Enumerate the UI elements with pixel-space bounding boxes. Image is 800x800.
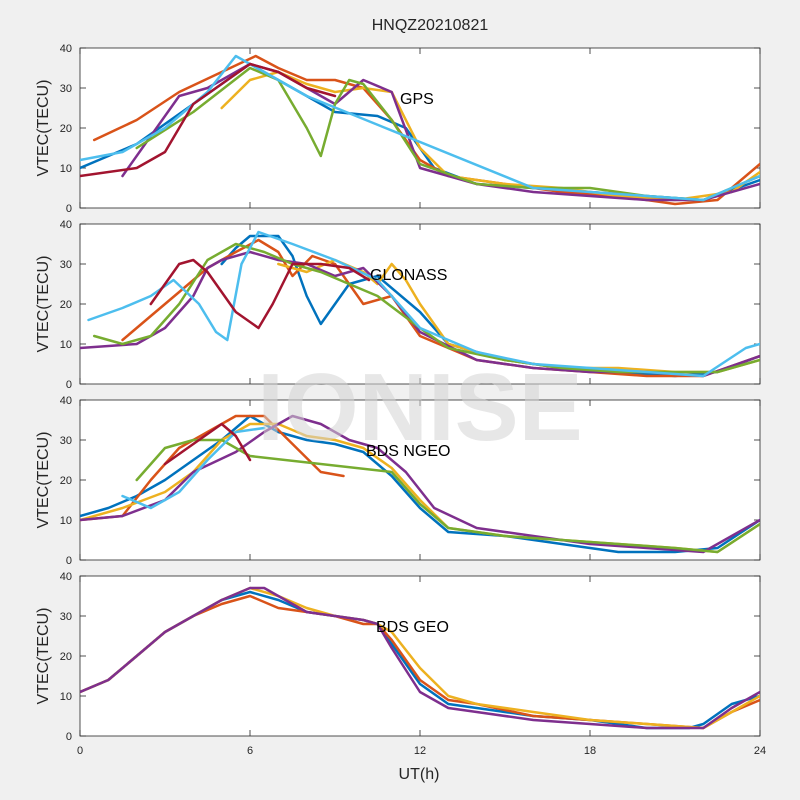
series-line <box>149 258 371 330</box>
y-axis-label: VTEC(TECU) <box>35 80 52 177</box>
y-tick-label: 10 <box>60 339 72 351</box>
series-line <box>87 230 760 378</box>
y-tick-label: 0 <box>66 731 72 743</box>
axes-box <box>79 575 761 737</box>
series-line <box>80 54 760 202</box>
series-group <box>80 414 760 554</box>
axes-box <box>79 399 761 561</box>
series-line <box>80 62 337 178</box>
y-tick-label: 40 <box>60 43 72 55</box>
series-group <box>80 54 760 206</box>
series-line <box>163 422 252 466</box>
y-tick-label: 0 <box>66 555 72 567</box>
panel-label: GPS <box>400 91 434 108</box>
watermark-text: IONISE <box>257 354 582 461</box>
series-line <box>121 426 266 510</box>
axes-box <box>79 47 761 209</box>
y-tick-label: 30 <box>60 611 72 623</box>
y-tick-label: 10 <box>60 163 72 175</box>
series-line <box>121 62 760 202</box>
panel-bds-ngeo: 0 10 20 30 40 VTEC(TECU) BDS NGEO <box>35 395 761 567</box>
x-tick-label: 6 <box>247 745 253 757</box>
y-tick-label: 30 <box>60 435 72 447</box>
x-tick-label: 18 <box>584 745 596 757</box>
y-tick-label: 40 <box>60 571 72 583</box>
panel-label: GLONASS <box>370 267 447 284</box>
y-tick-label: 10 <box>60 515 72 527</box>
panel-label: BDS GEO <box>376 619 449 636</box>
panel-glonass: 0 10 20 30 40 VTEC(TECU) GLONASS <box>35 219 761 391</box>
panel-label: BDS NGEO <box>366 443 450 460</box>
y-tick-label: 0 <box>66 203 72 215</box>
x-tick-label: 24 <box>754 745 766 757</box>
series-group <box>80 586 760 730</box>
y-tick-label: 30 <box>60 83 72 95</box>
y-tick-label: 10 <box>60 691 72 703</box>
y-tick-label: 0 <box>66 379 72 391</box>
series-group <box>80 230 760 378</box>
figure-title: HNQZ20210821 <box>372 17 489 34</box>
y-tick-label: 20 <box>60 299 72 311</box>
plot-area: 0 10 20 30 40 VTEC(TECU) GPS 0 10 20 30 40 VTEC(TECU… <box>35 43 766 757</box>
x-tick-label: 0 <box>77 745 83 757</box>
y-axis-label: VTEC(TECU) <box>35 256 52 353</box>
series-line <box>80 586 760 730</box>
y-axis-label: VTEC(TECU) <box>35 608 52 705</box>
series-line <box>80 414 760 554</box>
y-tick-label: 20 <box>60 651 72 663</box>
series-line <box>80 414 760 554</box>
series-line <box>92 242 760 374</box>
panel-gps: 0 10 20 30 40 VTEC(TECU) GPS <box>35 43 761 215</box>
y-tick-label: 40 <box>60 395 72 407</box>
x-axis-label: UT(h) <box>399 766 440 783</box>
y-tick-label: 20 <box>60 475 72 487</box>
x-tick-label: 12 <box>414 745 426 757</box>
panel-bds-geo: 0 10 20 30 40 0 6 12 18 24 VTEC(TECU) BDS GEO <box>35 571 766 757</box>
series-line <box>80 250 760 378</box>
y-tick-label: 40 <box>60 219 72 231</box>
y-tick-label: 30 <box>60 259 72 271</box>
y-tick-label: 20 <box>60 123 72 135</box>
y-axis-label: VTEC(TECU) <box>35 432 52 529</box>
